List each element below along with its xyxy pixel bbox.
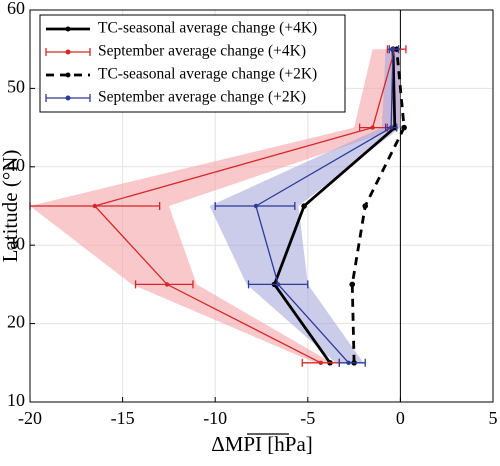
- legend-swatch-cap: [45, 94, 91, 102]
- marker: [349, 281, 356, 288]
- marker: [346, 360, 351, 365]
- error-bar: [134, 280, 194, 289]
- x-tick-label: 5: [489, 408, 498, 428]
- y-tick-label: 60: [7, 0, 25, 18]
- marker: [253, 203, 259, 209]
- y-axis-label: Latitude (°N): [0, 150, 22, 263]
- legend-marker: [65, 26, 71, 32]
- marker: [92, 203, 98, 209]
- y-tick-label: 20: [7, 312, 25, 332]
- marker: [301, 203, 307, 209]
- legend-marker: [65, 95, 71, 101]
- marker: [370, 125, 375, 130]
- legend-marker: [65, 49, 71, 55]
- x-tick-label: -15: [111, 408, 135, 428]
- legend-box: [39, 14, 346, 113]
- y-tick-label: 40: [7, 155, 25, 175]
- legend-marker: [65, 72, 71, 78]
- y-tick-label: 10: [7, 390, 25, 410]
- marker: [164, 282, 170, 287]
- marker: [401, 124, 407, 131]
- marker: [318, 360, 323, 365]
- error-bar: [338, 358, 366, 367]
- legend-label: September average change (+4K): [98, 43, 306, 60]
- x-tick-label: -20: [18, 408, 42, 428]
- y-tick-label: 30: [7, 233, 25, 253]
- y-tick-label: 50: [7, 77, 25, 97]
- x-tick-label: 0: [396, 408, 405, 428]
- marker: [362, 203, 369, 209]
- legend-label: September average change (+2K): [98, 89, 306, 106]
- x-tick-label: -5: [300, 408, 315, 428]
- marker: [390, 47, 396, 52]
- legend-swatch-cap: [45, 48, 91, 56]
- plot-frame: [29, 9, 494, 403]
- x-tick-label: -10: [203, 408, 227, 428]
- x-axis-label: ΔMPI [hPa]: [211, 432, 313, 456]
- marker: [275, 282, 281, 287]
- marker: [388, 125, 394, 130]
- legend-label: TC-seasonal average change (+4K): [98, 20, 317, 37]
- legend-label: TC-seasonal average change (+2K): [98, 66, 317, 83]
